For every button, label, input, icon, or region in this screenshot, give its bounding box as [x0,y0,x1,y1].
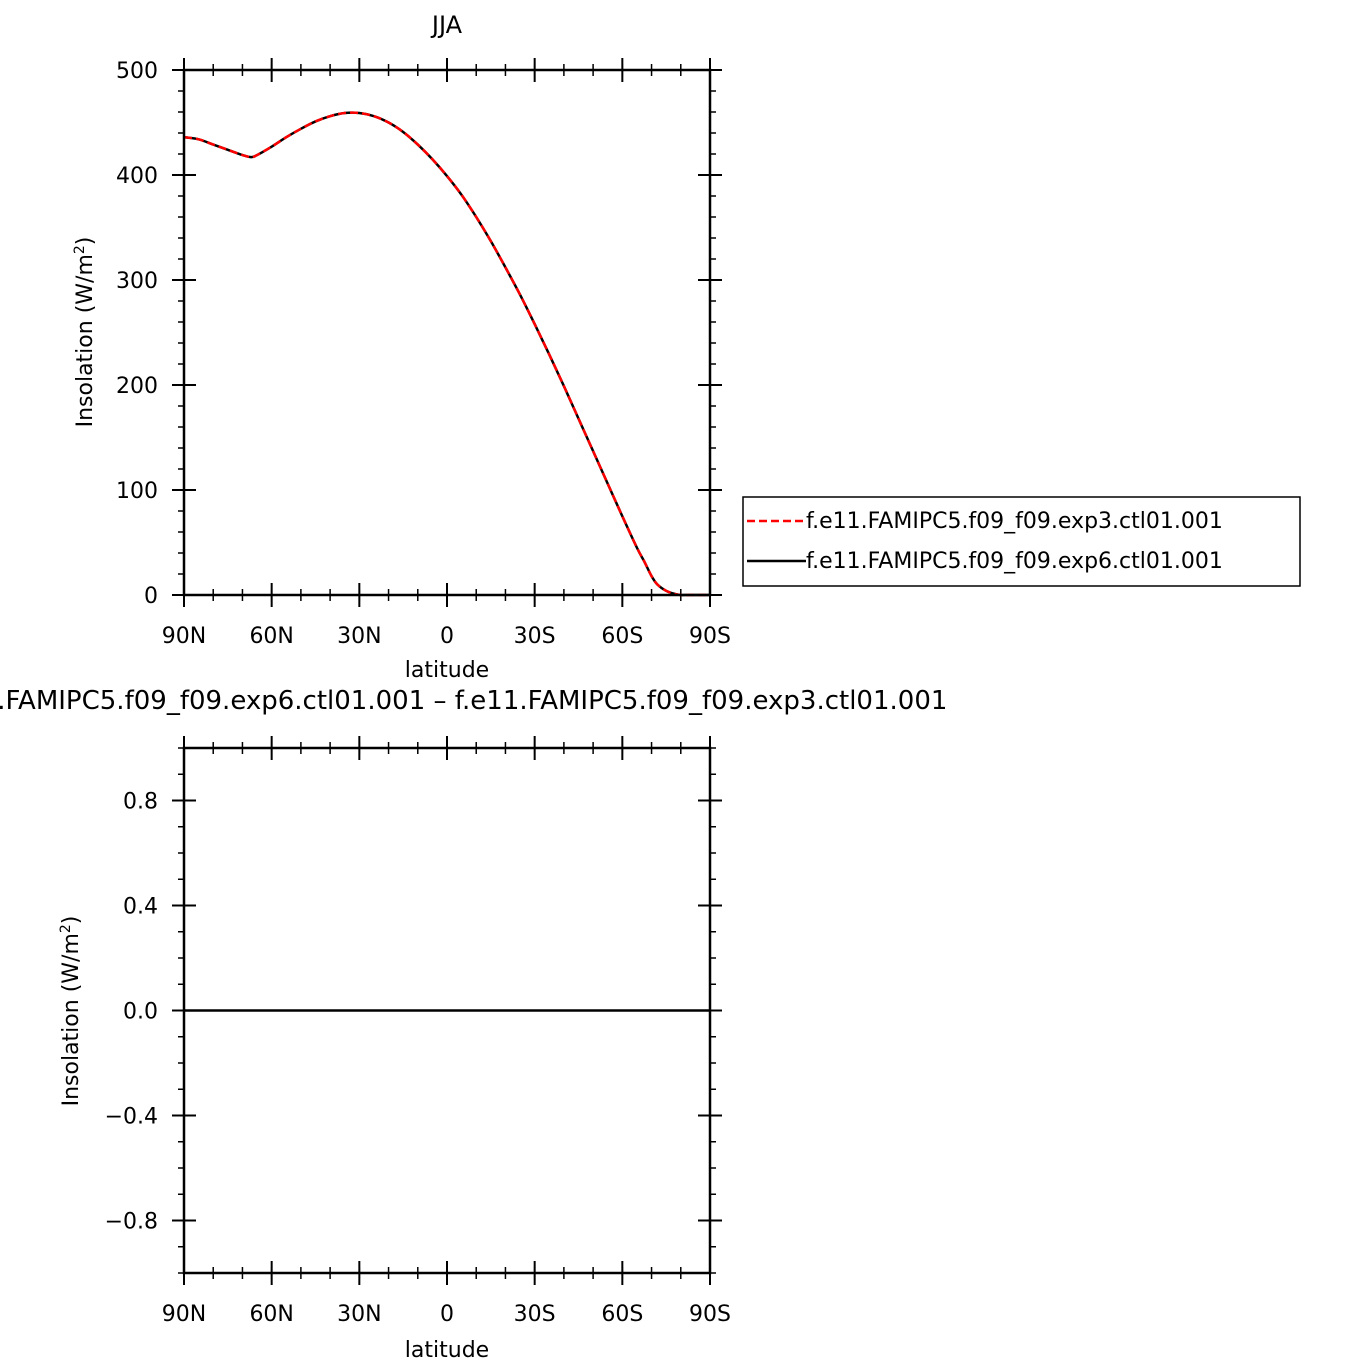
bottom-y-axis-label-close: ) [59,916,84,925]
bottom-x-tick-label: 30N [337,1302,381,1327]
legend-label-exp6: f.e11.FAMIPC5.f09_f09.exp6.ctl01.001 [806,549,1223,574]
top-x-axis-label: latitude [405,658,489,683]
top-y-tick-label: 200 [116,374,158,399]
bottom-chart: f.e11.FAMIPC5.f09_f09.exp6.ctl01.001 – f… [0,686,947,1363]
bottom-x-tick-label: 60N [249,1302,293,1327]
bottom-y-tick-label: −0.8 [105,1210,158,1235]
bottom-y-tick-label: 0.0 [123,1000,158,1025]
top-x-tick-label: 60S [601,624,643,649]
bottom-chart-title: f.e11.FAMIPC5.f09_f09.exp6.ctl01.001 – f… [0,686,947,716]
top-x-tick-label: 90N [162,624,206,649]
bottom-x-axis-label: latitude [405,1338,489,1363]
top-y-tick-labels: 0 100 200 300 400 500 [116,59,158,609]
top-series-line-0 [183,111,710,597]
top-y-axis-label-main: Insolation (W/m [73,254,98,427]
top-y-tick-label: 500 [116,59,158,84]
top-y-tick-label: 400 [116,164,158,189]
legend-label-exp3: f.e11.FAMIPC5.f09_f09.exp3.ctl01.001 [806,509,1223,534]
top-y-tick-label: 100 [116,479,158,504]
bottom-x-tick-label: 0 [440,1302,454,1327]
legend: f.e11.FAMIPC5.f09_f09.exp3.ctl01.001 f.e… [742,496,1301,587]
top-x-tick-label: 60N [249,624,293,649]
top-y-tick-label: 300 [116,269,158,294]
top-y-tick-label: 0 [144,584,158,609]
top-x-tick-label: 90S [689,624,731,649]
legend-box [742,496,1301,587]
top-x-tick-labels: 90N 60N 30N 0 30S 60S 90S [162,624,731,649]
top-chart: JJA 90N 60N 30N 0 30S 60S 90S 0 100 200 300 400 500… [72,11,1301,683]
top-plot-frame [182,68,712,597]
bottom-x-tick-label: 90S [689,1302,731,1327]
bottom-y-tick-label: 0.8 [123,790,158,815]
bottom-x-tick-label: 60S [601,1302,643,1327]
bottom-x-tick-label: 30S [514,1302,556,1327]
top-series-group [183,111,710,597]
top-series-line-1 [183,111,710,597]
bottom-y-tick-labels: −0.8 −0.4 0.0 0.4 0.8 [105,790,158,1235]
top-x-tick-label: 0 [440,624,454,649]
top-x-tick-label: 30N [337,624,381,649]
top-y-axis-label-sup: 2 [72,245,88,254]
bottom-y-tick-label: −0.4 [105,1105,158,1130]
top-y-axis-label-close: ) [73,237,98,246]
top-axis-ticks [172,58,722,607]
bottom-y-axis-label-main: Insolation (W/m [59,933,84,1106]
top-x-tick-label: 30S [514,624,556,649]
bottom-plot-frame [182,746,712,1275]
bottom-x-tick-label: 90N [162,1302,206,1327]
bottom-y-axis-label: Insolation (W/m2) [58,916,84,1107]
top-y-axis-label: Insolation (W/m2) [72,237,98,428]
bottom-y-tick-label: 0.4 [123,895,158,920]
top-chart-title: JJA [430,11,463,39]
bottom-x-tick-labels: 90N 60N 30N 0 30S 60S 90S [162,1302,731,1327]
bottom-y-axis-label-sup: 2 [58,924,74,933]
